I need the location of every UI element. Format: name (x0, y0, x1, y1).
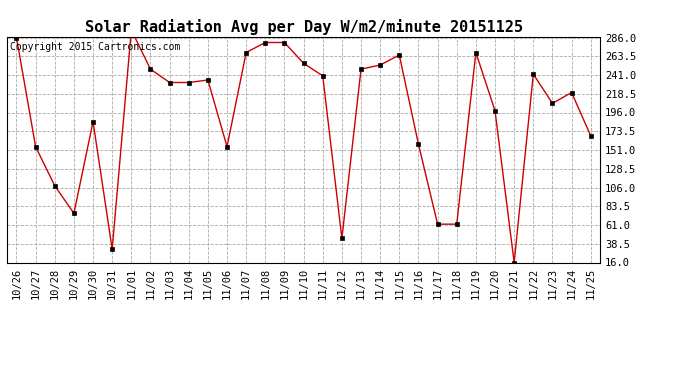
Title: Solar Radiation Avg per Day W/m2/minute 20151125: Solar Radiation Avg per Day W/m2/minute … (85, 19, 522, 35)
Text: Copyright 2015 Cartronics.com: Copyright 2015 Cartronics.com (10, 42, 180, 52)
